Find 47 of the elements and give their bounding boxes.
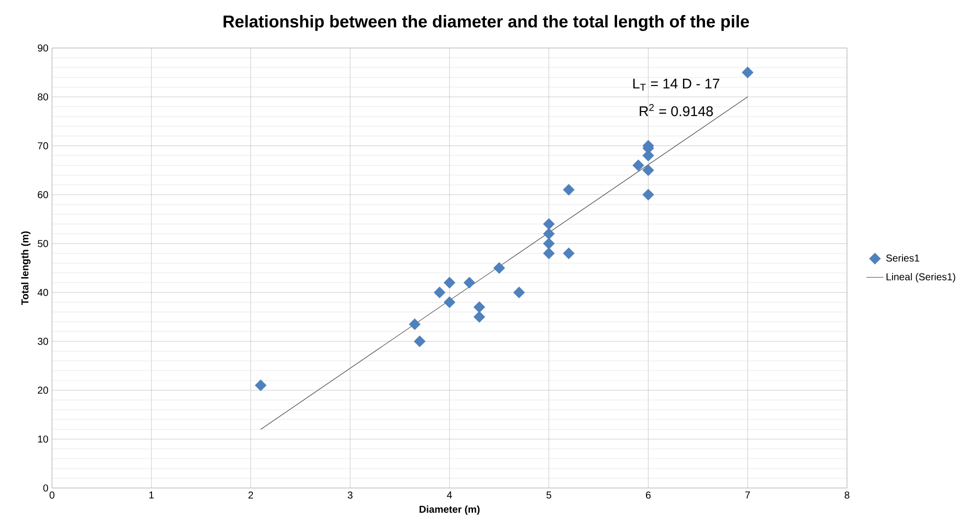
annotation: R$^{2}$ = 0.9148	[640, 104, 713, 116]
x-tick-label: 5	[546, 492, 552, 499]
point	[408, 318, 421, 330]
point	[642, 164, 654, 176]
point	[642, 188, 654, 201]
y-tick-label: 50	[38, 240, 48, 248]
point	[632, 159, 644, 172]
point	[473, 311, 486, 323]
y-tick-label: 70	[38, 142, 48, 150]
point	[543, 218, 555, 230]
y-tick-label: 40	[38, 288, 48, 296]
legend-label: Series1	[886, 254, 920, 262]
y-tick-label: 80	[38, 93, 48, 100]
point	[742, 66, 754, 78]
point	[444, 276, 456, 289]
x-tick-label: 7	[745, 492, 750, 498]
point	[444, 296, 456, 308]
x-axis-title: Diameter (m)	[420, 505, 480, 515]
x-tick-label: 1	[149, 492, 154, 498]
point	[543, 247, 555, 260]
point	[513, 286, 525, 298]
point	[543, 238, 555, 250]
point	[464, 276, 476, 289]
point	[414, 335, 426, 348]
y-tick-label: 90	[38, 44, 48, 52]
annotation: L$_{T}$ = 14 D - 17	[633, 78, 720, 91]
point	[493, 262, 506, 274]
point	[434, 286, 446, 298]
y-tick-label: 0	[43, 484, 48, 492]
x-tick-label: 2	[248, 492, 254, 499]
x-tick-label: 0	[50, 492, 54, 499]
x-tick-label: 4	[446, 492, 452, 498]
y-tick-label: 60	[38, 191, 48, 198]
point	[473, 301, 486, 313]
legend-label: Lineal (Series1)	[886, 273, 956, 282]
point	[543, 228, 555, 240]
x-tick-label: 6	[646, 492, 651, 499]
chart-title: Relationship between the diameter and the total length of the pile	[224, 15, 749, 31]
point	[562, 247, 575, 260]
x-tick-label: 3	[348, 492, 352, 499]
y-tick-label: 10	[38, 436, 48, 443]
point	[562, 184, 575, 196]
y-axis-title: Total length (m)	[21, 231, 30, 306]
y-tick-label: 20	[38, 386, 48, 394]
point	[254, 379, 267, 392]
y-tick-label: 30	[38, 338, 48, 345]
x-tick-label: 8	[844, 492, 850, 499]
